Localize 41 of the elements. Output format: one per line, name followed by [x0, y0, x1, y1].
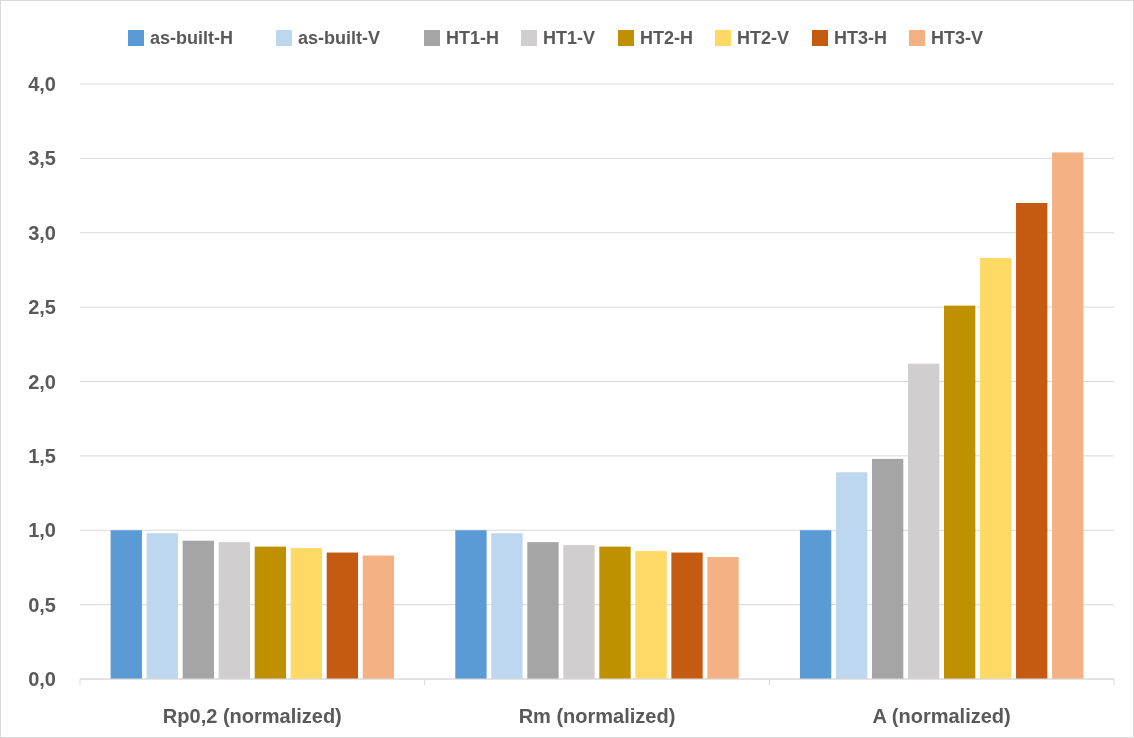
bar: [980, 258, 1012, 679]
bar: [290, 548, 323, 679]
y-tick-label: 1,0: [28, 519, 56, 542]
legend-label: HT1-V: [543, 28, 596, 49]
legend-label: HT2-V: [737, 28, 790, 49]
bar: [326, 552, 359, 679]
bar: [1016, 203, 1048, 679]
bar: [491, 533, 523, 679]
y-tick-label: 3,0: [28, 221, 56, 244]
y-tick-label: 2,5: [28, 296, 56, 319]
legend-label: as-built-V: [298, 28, 381, 49]
legend-label: HT2-H: [640, 28, 693, 49]
bar: [871, 458, 904, 679]
bar: [635, 551, 667, 679]
x-tick-label: Rm (normalized): [518, 705, 676, 727]
bar: [799, 530, 832, 679]
bar: [1052, 152, 1084, 679]
bar: [671, 552, 703, 679]
legend-label: HT1-H: [446, 28, 499, 49]
bar: [254, 546, 287, 679]
y-tick-label: 1,5: [28, 444, 56, 467]
y-tick-label: 3,5: [28, 147, 56, 170]
bar: [362, 555, 395, 679]
legend-label: HT3-V: [931, 28, 984, 49]
bar: [146, 533, 178, 679]
bar: [944, 305, 976, 679]
bar: [182, 540, 214, 679]
bar: [110, 530, 142, 679]
legend-label: HT3-H: [834, 28, 887, 49]
y-tick-label: 0,0: [28, 668, 56, 690]
x-tick-label: Rp0,2 (normalized): [162, 705, 342, 727]
legend-label: as-built-H: [150, 28, 233, 49]
y-tick-label: 4,0: [28, 73, 56, 95]
bar: [599, 546, 631, 679]
bar: [527, 542, 559, 679]
bar: [707, 557, 739, 679]
bar: [835, 472, 868, 679]
x-tick-label: A (normalized): [872, 705, 1011, 727]
y-tick-label: 2,0: [28, 370, 56, 393]
y-tick-label: 0,5: [28, 593, 56, 616]
bar: [455, 530, 487, 679]
